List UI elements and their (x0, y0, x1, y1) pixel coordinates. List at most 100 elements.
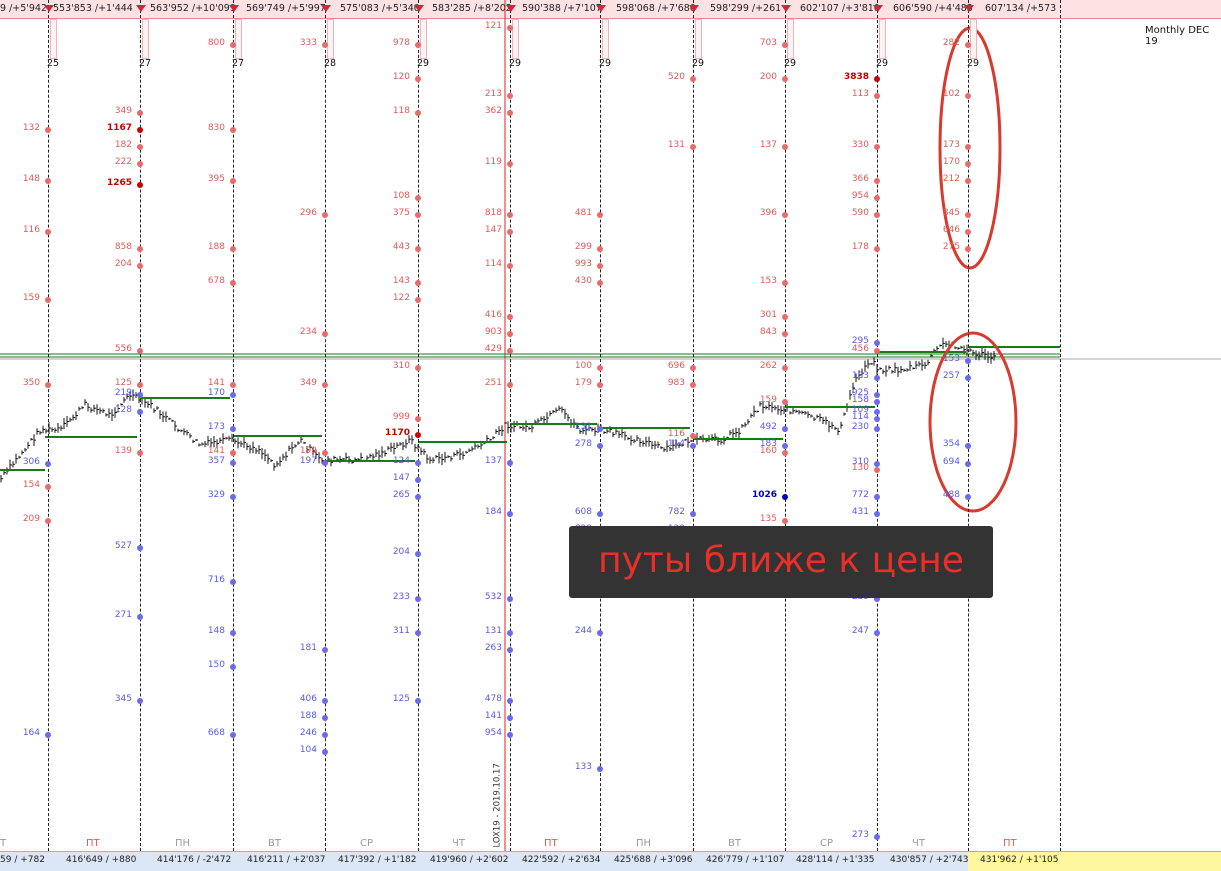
expiry-marker-bar (879, 19, 886, 59)
bottom-bar-cell: 425'688 / +3'096 (614, 855, 693, 865)
put-strike-label: 183 (759, 439, 777, 449)
put-level-dot (597, 511, 603, 517)
call-level-dot (965, 42, 971, 48)
put-level-dot (230, 460, 236, 466)
call-strike-label: 119 (484, 157, 502, 167)
put-strike-label: 345 (114, 694, 132, 704)
call-level-dot (230, 280, 236, 286)
put-level-dot (597, 426, 603, 432)
put-level-dot (415, 596, 421, 602)
day-number: 29 (784, 58, 797, 69)
bottom-bar-cell: 431'962 / +1'105 (980, 855, 1059, 865)
call-strike-label: 456 (851, 344, 869, 354)
down-arrow-icon (136, 5, 146, 12)
put-level-dot (507, 715, 513, 721)
put-strike-label: 133 (574, 762, 592, 772)
day-separator (510, 0, 511, 851)
bottom-bar-cell: 428'114 / +1'335 (796, 855, 875, 865)
top-bar-cell: 606'590 /+4'483 (893, 3, 973, 14)
put-level-dot (137, 409, 143, 415)
put-level-dot (874, 375, 880, 381)
call-level-dot (507, 348, 513, 354)
put-strike-label: 532 (484, 592, 502, 602)
call-strike-label: 139 (114, 446, 132, 456)
weekday-label: СР (820, 838, 834, 849)
call-level-dot (782, 518, 788, 524)
call-level-dot (874, 246, 880, 252)
put-level-dot (507, 647, 513, 653)
day-separator (693, 0, 694, 851)
call-strike-label: 703 (759, 38, 777, 48)
put-level-dot (137, 698, 143, 704)
top-bar-cell: 553'853 /+1'444 (53, 3, 133, 14)
call-level-dot (322, 382, 328, 388)
put-strike-label: 230 (851, 422, 869, 432)
put-strike-label: 244 (574, 626, 592, 636)
call-level-dot (415, 76, 421, 82)
put-strike-label: 109 (851, 405, 869, 415)
put-level-dot (507, 460, 513, 466)
day-separator (785, 0, 786, 851)
call-strike-label: 199 (299, 446, 317, 456)
bottom-bar-cell: 417'392 / +1'182 (338, 855, 417, 865)
expiry-marker-bar (420, 19, 427, 59)
call-level-dot (45, 484, 51, 490)
put-strike-label: 181 (299, 643, 317, 653)
put-strike-label: 488 (942, 490, 960, 500)
down-arrow-icon (781, 5, 791, 12)
call-level-dot (137, 246, 143, 252)
put-strike-label: 354 (942, 439, 960, 449)
call-strike-label: 430 (574, 276, 592, 286)
call-strike-label: 108 (392, 191, 410, 201)
put-strike-label: 124 (392, 456, 410, 466)
put-level-dot (507, 732, 513, 738)
call-level-dot (415, 297, 421, 303)
call-level-dot (782, 42, 788, 48)
call-level-dot (507, 229, 513, 235)
call-strike-label: 366 (851, 174, 869, 184)
call-strike-label: 173 (942, 140, 960, 150)
call-strike-label: 121 (484, 21, 502, 31)
put-strike-label: 306 (22, 457, 40, 467)
call-level-dot (45, 518, 51, 524)
down-arrow-icon (506, 5, 516, 12)
top-bar-cell: 607'134 /+573 (985, 3, 1057, 14)
bottom-bar-cell: 426'779 / +1'107 (706, 855, 785, 865)
call-strike-label: 130 (851, 463, 869, 473)
call-level-dot (230, 178, 236, 184)
put-strike-label: 131 (484, 626, 502, 636)
call-strike-label: 153 (759, 276, 777, 286)
day-separator (325, 0, 326, 851)
call-level-dot (874, 178, 880, 184)
call-level-dot (965, 93, 971, 99)
bottom-volume-bar: 59 / +782 416'649 / +880 414'176 / -2'472 4… (0, 851, 1221, 871)
call-strike-label: 118 (392, 106, 410, 116)
put-level-dot (415, 460, 421, 466)
put-level-dot (782, 426, 788, 432)
call-strike-label: 481 (574, 208, 592, 218)
put-level-dot (965, 461, 971, 467)
day-number: 29 (509, 58, 522, 69)
call-level-dot (415, 110, 421, 116)
put-strike-label: 164 (22, 728, 40, 738)
down-arrow-icon (596, 5, 606, 12)
call-strike-label: 148 (22, 174, 40, 184)
bottom-bar-cell: 414'176 / -2'472 (157, 855, 232, 865)
call-level-dot (230, 246, 236, 252)
put-level-dot (597, 630, 603, 636)
put-level-dot (507, 698, 513, 704)
down-arrow-icon (321, 5, 331, 12)
call-level-dot (137, 348, 143, 354)
call-strike-label: 520 (667, 72, 685, 82)
weekday-label: ПТ (1003, 838, 1017, 849)
put-level-dot (874, 409, 880, 415)
call-strike-label: 646 (942, 225, 960, 235)
call-level-dot (965, 161, 971, 167)
down-arrow-icon (414, 5, 424, 12)
call-level-dot (415, 280, 421, 286)
day-number: 29 (876, 58, 889, 69)
top-bar-cell: 602'107 /+3'810 (800, 3, 880, 14)
call-strike-label: 182 (114, 140, 132, 150)
put-level-dot (415, 477, 421, 483)
put-level-dot (230, 664, 236, 670)
